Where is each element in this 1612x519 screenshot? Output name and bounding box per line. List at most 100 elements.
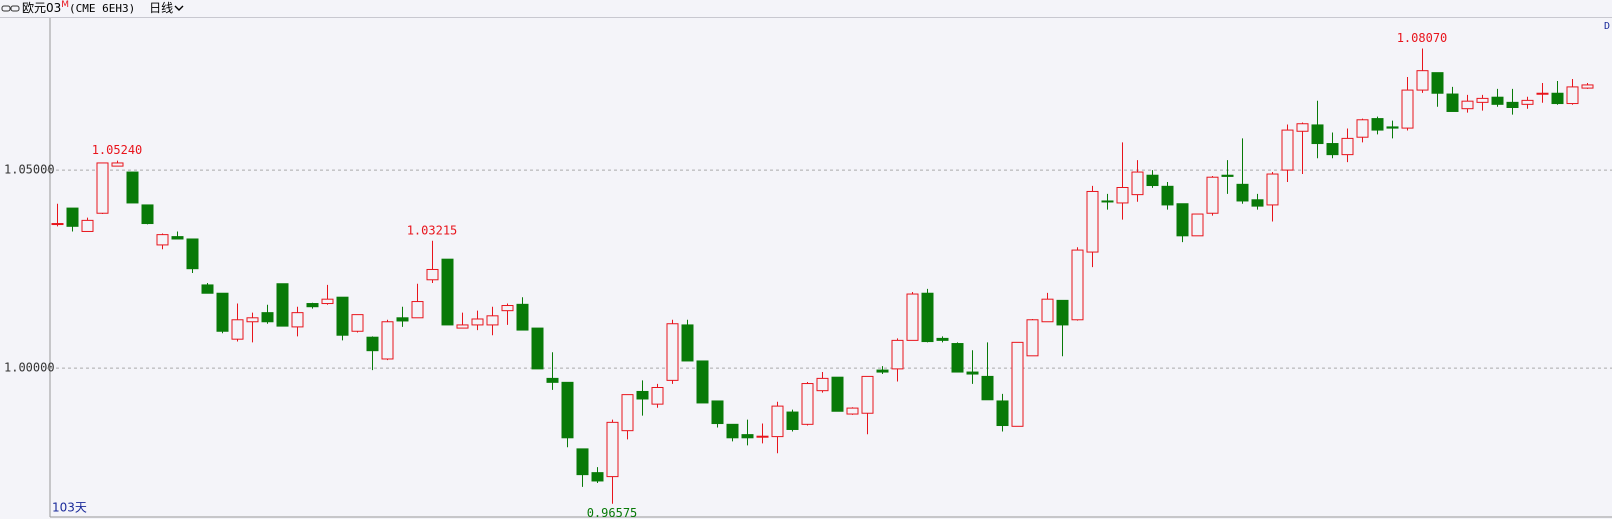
candle-body [426, 268, 439, 281]
candle-body [1026, 319, 1039, 357]
candle-body [486, 315, 499, 326]
candle-body [66, 207, 79, 227]
candle-body [216, 292, 229, 332]
candle-body [1071, 249, 1084, 321]
candle-body [1176, 203, 1189, 237]
candle-body [591, 472, 604, 482]
candle-body [576, 448, 589, 476]
candle-body [186, 238, 199, 270]
candle-body [981, 375, 994, 401]
candle-body [1161, 185, 1174, 206]
candle-body [1506, 101, 1519, 109]
candle-body [681, 324, 694, 362]
candle-body [1266, 173, 1279, 206]
candle-body [366, 336, 379, 352]
candle-body [1401, 89, 1414, 129]
candle-body [1461, 100, 1474, 110]
candle-body [651, 386, 664, 405]
candle-body [1386, 126, 1399, 129]
candle-body [636, 390, 649, 400]
candle-body [126, 171, 139, 204]
candle-body [831, 376, 844, 412]
candle-body [336, 296, 349, 336]
candle-body [1116, 187, 1129, 204]
candle-body [231, 319, 244, 340]
candle-body [1416, 70, 1429, 91]
candle-body [396, 317, 409, 322]
candle-body [291, 312, 304, 328]
y-tick-label: 1.05000 [4, 163, 55, 177]
candle-body [1311, 124, 1324, 145]
candle-body [1341, 137, 1354, 156]
candle-body [1101, 200, 1114, 203]
period-selector[interactable]: 日线 [149, 1, 174, 15]
candle-body [1131, 171, 1144, 196]
candle-body [741, 434, 754, 439]
candle-body [81, 219, 94, 232]
candle-body [801, 383, 814, 425]
header: 欧元03M(CME 6EH3) 日线 [0, 0, 1612, 18]
candle-body [1431, 72, 1444, 94]
price-annotation: 0.96575 [587, 506, 638, 519]
candle-body [1581, 84, 1594, 89]
candle-body [1371, 118, 1384, 131]
contract: (CME 6EH3) [69, 2, 136, 15]
candle-body [1296, 123, 1309, 132]
candle-body [846, 407, 859, 415]
candle-body [381, 321, 394, 360]
candle-body [201, 284, 214, 294]
y-tick-label: 1.00000 [4, 361, 55, 375]
candle-body [1011, 341, 1024, 427]
candle-body [951, 343, 964, 373]
candle-body [456, 324, 469, 329]
candle-body [411, 301, 424, 319]
candle-body [606, 421, 619, 478]
candle-body [516, 303, 529, 331]
candle-body [1251, 199, 1264, 207]
candle-body [1551, 92, 1564, 105]
candle-body [156, 234, 169, 246]
candle-body [771, 405, 784, 438]
candle-body [261, 312, 274, 323]
price-annotation: 1.08070 [1397, 31, 1448, 45]
candle-body [51, 223, 64, 226]
price-annotation: 1.05240 [92, 143, 143, 157]
superscript: M [61, 0, 70, 10]
dropdown-arrow[interactable] [173, 0, 185, 17]
candle-body [321, 298, 334, 305]
candle-body [861, 375, 874, 414]
candle-body [1521, 99, 1534, 105]
candle-body [1191, 213, 1204, 237]
candle-body [1356, 119, 1369, 138]
candle-body [531, 327, 544, 370]
candle-body [711, 400, 724, 425]
candle-body [1446, 93, 1459, 112]
candle-body [726, 423, 739, 439]
candle-body [171, 236, 184, 240]
candle-body [696, 360, 709, 404]
candle-body [1206, 176, 1219, 214]
candle-body [561, 381, 574, 439]
candle-body [1281, 129, 1294, 171]
candle-body [111, 162, 124, 167]
candle-body [666, 323, 679, 381]
candle-body [501, 305, 514, 312]
candle-body [141, 204, 154, 225]
title: 欧元03 [22, 1, 62, 15]
candle-body [1491, 96, 1504, 105]
candle-body [966, 371, 979, 375]
candle-body [936, 337, 949, 341]
candle-body [921, 292, 934, 343]
candle-body [756, 435, 769, 438]
candle-body [1041, 298, 1054, 323]
candle-body [906, 293, 919, 341]
candle-body [471, 318, 484, 326]
candle-body [1221, 174, 1234, 177]
candle-body [816, 377, 829, 392]
link-icon [1, 5, 20, 12]
candle-body [1146, 174, 1159, 187]
candle-body [246, 317, 259, 323]
candle-body [546, 377, 559, 383]
